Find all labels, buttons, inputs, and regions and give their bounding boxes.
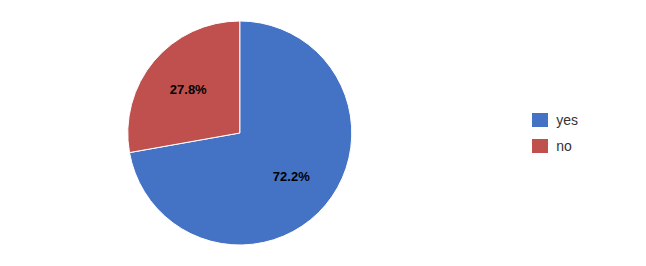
html-text:yes: yes [556, 112, 578, 128]
svg-text:72.2%: 72.2% [273, 169, 310, 184]
svg-text:27.8%: 27.8% [170, 82, 207, 97]
html-text:no: no [556, 138, 572, 154]
